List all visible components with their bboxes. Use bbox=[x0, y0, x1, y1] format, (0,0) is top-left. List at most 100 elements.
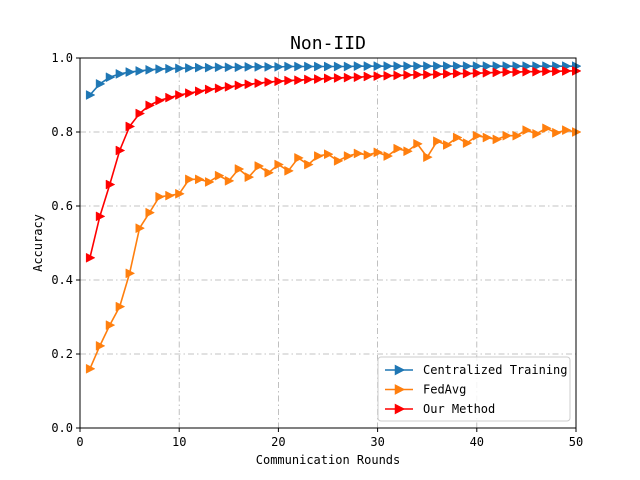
data-point-marker bbox=[264, 77, 275, 87]
data-point-marker bbox=[165, 190, 175, 201]
data-point-marker bbox=[472, 130, 483, 141]
data-point-marker bbox=[234, 164, 245, 174]
data-point-marker bbox=[284, 165, 294, 176]
data-point-marker bbox=[363, 71, 374, 82]
data-point-marker bbox=[115, 301, 126, 312]
x-tick-label: 0 bbox=[76, 435, 83, 449]
legend-label: Centralized Training bbox=[423, 363, 568, 377]
series-centralized-training bbox=[85, 61, 582, 100]
data-point-marker bbox=[433, 136, 443, 147]
data-point-marker bbox=[502, 130, 513, 141]
data-point-marker bbox=[482, 132, 493, 143]
data-point-marker bbox=[264, 167, 275, 178]
x-axis-label: Communication Rounds bbox=[256, 453, 401, 467]
data-point-marker bbox=[532, 128, 542, 139]
data-point-marker bbox=[462, 138, 473, 149]
data-point-marker bbox=[284, 61, 294, 72]
data-point-marker bbox=[294, 152, 304, 163]
data-point-marker bbox=[462, 61, 473, 72]
data-point-marker bbox=[324, 73, 334, 84]
data-point-marker bbox=[383, 61, 394, 72]
data-point-marker bbox=[403, 146, 413, 157]
legend-label: Our Method bbox=[423, 402, 495, 416]
data-point-marker bbox=[393, 70, 403, 81]
data-point-marker bbox=[195, 62, 205, 73]
data-point-marker bbox=[254, 161, 265, 171]
x-tick-label: 10 bbox=[172, 435, 186, 449]
data-point-marker bbox=[204, 84, 215, 95]
data-point-marker bbox=[443, 69, 453, 79]
data-point-marker bbox=[234, 62, 245, 73]
data-point-marker bbox=[343, 61, 354, 72]
data-point-marker bbox=[195, 86, 205, 97]
data-point-marker bbox=[145, 100, 155, 111]
y-tick-label: 0.6 bbox=[51, 199, 73, 213]
data-point-marker bbox=[155, 191, 165, 202]
data-point-marker bbox=[324, 61, 334, 72]
data-point-marker bbox=[85, 90, 96, 100]
series-our-method bbox=[85, 66, 582, 263]
data-point-marker bbox=[274, 76, 284, 87]
data-point-marker bbox=[244, 172, 255, 183]
data-point-marker bbox=[224, 81, 235, 92]
data-point-marker bbox=[224, 62, 235, 73]
data-point-marker bbox=[115, 145, 126, 156]
y-tick-label: 0.4 bbox=[51, 273, 73, 287]
x-tick-label: 40 bbox=[470, 435, 484, 449]
legend-marker bbox=[394, 384, 406, 395]
y-axis-label: Accuracy bbox=[31, 214, 45, 272]
data-point-marker bbox=[333, 61, 344, 72]
data-point-marker bbox=[512, 61, 523, 72]
data-point-marker bbox=[85, 363, 96, 374]
data-point-marker bbox=[145, 207, 155, 218]
data-point-marker bbox=[125, 121, 136, 132]
data-point-marker bbox=[195, 174, 205, 185]
data-point-marker bbox=[403, 70, 413, 80]
x-tick-label: 50 bbox=[569, 435, 583, 449]
data-point-marker bbox=[135, 108, 146, 119]
data-point-marker bbox=[443, 61, 453, 72]
data-point-marker bbox=[234, 80, 245, 91]
y-tick-label: 0.8 bbox=[51, 125, 73, 139]
data-point-marker bbox=[165, 92, 175, 103]
data-point-marker bbox=[314, 151, 324, 161]
data-point-marker bbox=[373, 71, 384, 82]
data-point-marker bbox=[363, 150, 374, 160]
data-point-marker bbox=[204, 177, 215, 187]
legend-box bbox=[377, 356, 571, 422]
data-point-marker bbox=[492, 67, 503, 78]
data-point-marker bbox=[165, 63, 175, 74]
data-point-marker bbox=[214, 62, 225, 73]
data-point-marker bbox=[294, 75, 304, 86]
data-point-marker bbox=[383, 70, 394, 81]
data-point-marker bbox=[413, 138, 423, 149]
data-point-marker bbox=[324, 149, 334, 160]
data-point-marker bbox=[274, 61, 284, 72]
data-point-marker bbox=[562, 125, 572, 136]
data-point-marker bbox=[304, 61, 314, 72]
series-line bbox=[89, 70, 576, 258]
data-point-marker bbox=[175, 63, 185, 74]
data-point-marker bbox=[314, 61, 324, 72]
data-point-marker bbox=[572, 127, 582, 137]
data-point-marker bbox=[452, 68, 463, 79]
data-point-marker bbox=[214, 170, 225, 181]
data-point-marker bbox=[383, 151, 394, 161]
data-point-marker bbox=[492, 134, 503, 145]
series-line bbox=[89, 127, 577, 370]
data-point-marker bbox=[472, 68, 483, 79]
chart-title: Non-IID bbox=[290, 33, 366, 54]
data-point-marker bbox=[562, 66, 572, 76]
legend: Centralized Training FedAvg Our Method bbox=[377, 356, 571, 422]
data-point-marker bbox=[472, 61, 483, 72]
data-point-marker bbox=[85, 252, 96, 263]
series-fedavg bbox=[85, 123, 582, 374]
data-point-marker bbox=[393, 143, 403, 154]
data-point-marker bbox=[393, 61, 403, 72]
plot-frame bbox=[79, 57, 577, 429]
data-point-marker bbox=[343, 72, 354, 83]
data-point-marker bbox=[155, 64, 165, 75]
x-tick-label: 20 bbox=[271, 435, 285, 449]
data-point-marker bbox=[95, 211, 106, 222]
